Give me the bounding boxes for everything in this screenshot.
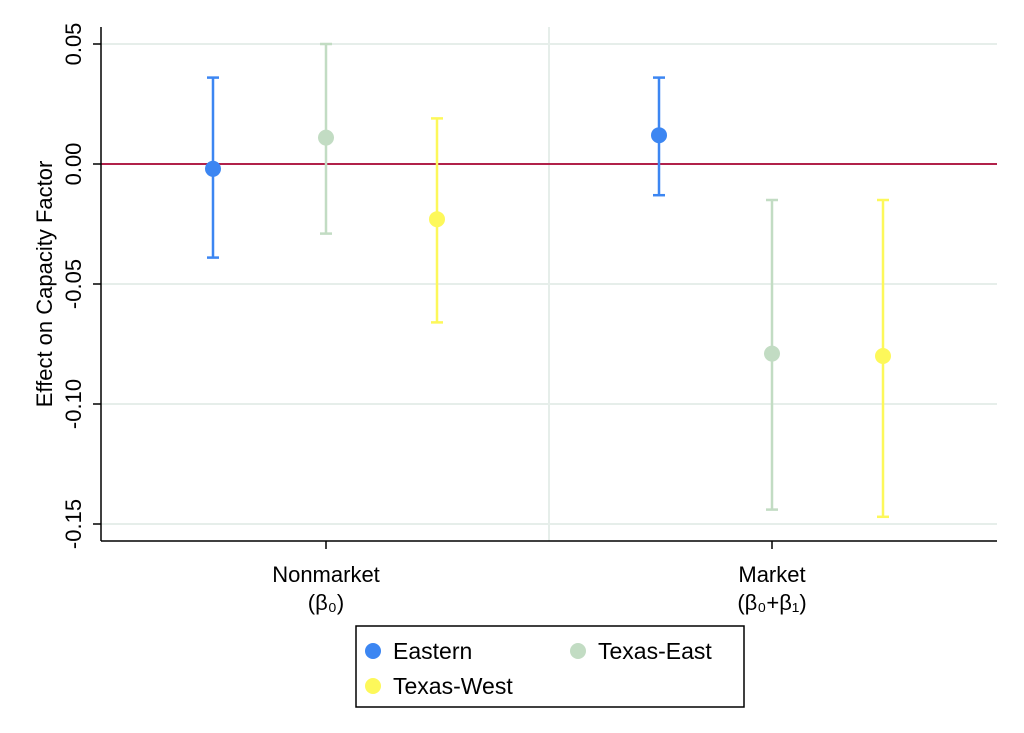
legend-label: Eastern bbox=[393, 638, 472, 664]
y-tick-label: -0.05 bbox=[61, 259, 86, 309]
legend-label: Texas-East bbox=[598, 638, 712, 664]
series-texas-west-point bbox=[429, 117, 445, 324]
point-estimate-marker bbox=[205, 160, 221, 177]
series-texas-west-point bbox=[875, 198, 891, 519]
point-estimate-marker bbox=[429, 211, 445, 228]
y-tick-label: 0.05 bbox=[61, 23, 86, 66]
x-category-label: Market bbox=[738, 562, 805, 587]
point-estimate-marker bbox=[651, 127, 667, 144]
x-axis-categories: Nonmarket (β₀) Market (β₀+β₁) bbox=[272, 541, 807, 615]
legend-label: Texas-West bbox=[393, 673, 513, 699]
series-eastern-point bbox=[651, 76, 667, 197]
x-category-label: Nonmarket bbox=[272, 562, 380, 587]
x-category-sublabel: (β₀+β₁) bbox=[737, 590, 806, 615]
y-axis-title: Effect on Capacity Factor bbox=[32, 161, 57, 408]
y-axis-ticks: 0.05 0.00 -0.05 -0.10 -0.15 bbox=[61, 23, 101, 549]
y-tick-label: -0.10 bbox=[61, 379, 86, 429]
legend-swatch bbox=[365, 678, 381, 694]
legend-swatch bbox=[570, 643, 586, 659]
point-estimate-marker bbox=[764, 345, 780, 362]
x-category-sublabel: (β₀) bbox=[308, 590, 344, 615]
legend-swatch bbox=[365, 643, 381, 659]
legend: Eastern Texas-East Texas-West bbox=[355, 625, 745, 708]
y-tick-label: 0.00 bbox=[61, 143, 86, 186]
legend-box bbox=[355, 625, 745, 708]
series-texas-east-point bbox=[318, 42, 334, 235]
legend-items: Eastern Texas-East Texas-West bbox=[365, 638, 712, 699]
series-layer bbox=[205, 42, 891, 519]
point-estimate-marker bbox=[318, 129, 334, 146]
series-eastern-point bbox=[205, 76, 221, 259]
series-texas-east-point bbox=[764, 198, 780, 511]
y-tick-label: -0.15 bbox=[61, 499, 86, 549]
point-estimate-marker bbox=[875, 348, 891, 364]
